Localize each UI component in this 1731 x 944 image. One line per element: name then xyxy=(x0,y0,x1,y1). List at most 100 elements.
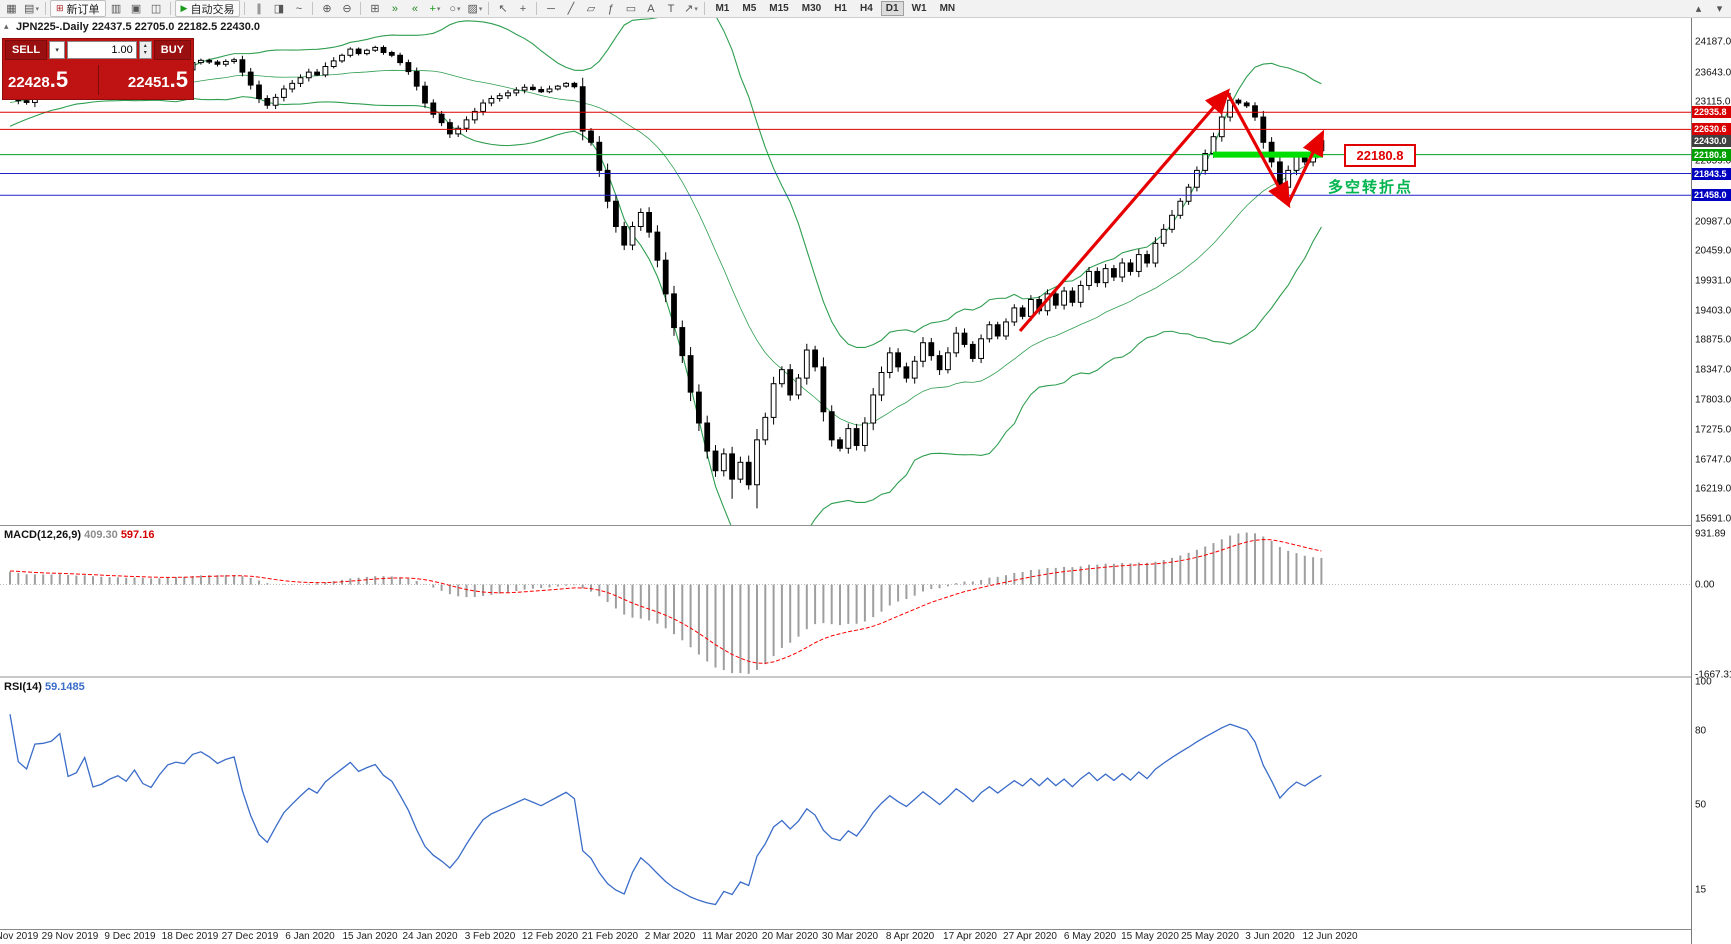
indicators-icon[interactable]: + ▾ xyxy=(429,2,441,15)
price-tick: 24187.0 xyxy=(1695,36,1731,48)
auto-scroll-icon[interactable]: » xyxy=(391,2,399,15)
templates-dropdown-icon[interactable]: ▾ xyxy=(478,5,483,13)
order-type-dropdown-icon[interactable]: ▾ xyxy=(49,41,66,59)
new-chart-icon[interactable]: ▦ xyxy=(6,3,17,15)
indicators-dropdown-icon[interactable]: ▾ xyxy=(436,5,441,13)
lot-size-input[interactable]: 1.00 xyxy=(67,41,137,59)
zoom-in-icon[interactable]: ⊕ xyxy=(322,3,332,15)
date-tick: 17 Apr 2020 xyxy=(943,931,997,942)
lot-stepper-up-icon[interactable]: ▴ xyxy=(143,43,147,49)
trend-arrow xyxy=(1018,88,1231,333)
toolbar-overflow-icon[interactable]: ▾ xyxy=(1716,3,1723,15)
timeframe-mn-button[interactable]: MN xyxy=(939,3,956,14)
toolbar-up-icon[interactable]: ▴ xyxy=(1695,3,1702,15)
zoom-out-icon[interactable]: ⊖ xyxy=(342,3,352,15)
tile-windows-icon[interactable]: ⊞ xyxy=(370,3,380,15)
price-tick: 16219.0 xyxy=(1695,483,1731,495)
timeframe-h4-button[interactable]: H4 xyxy=(859,3,873,14)
macd-tick: 0.00 xyxy=(1695,579,1715,591)
date-tick: 12 Jun 2020 xyxy=(1302,931,1358,942)
fibonacci-tool-icon[interactable]: ƒ xyxy=(607,2,615,15)
trendline-tool-icon[interactable]: ╱ xyxy=(567,3,575,15)
toolbar-separator xyxy=(169,2,171,15)
new-order-icon: ⊞ xyxy=(56,3,64,13)
text-tool-icon[interactable]: A xyxy=(647,2,655,15)
price-axis: 24187.0 23643.0 23115.0 22059.0 20987.0 20459… xyxy=(1691,0,1731,944)
periods-dropdown-icon[interactable]: ▾ xyxy=(457,5,461,13)
periods-icon[interactable]: ○ ▾ xyxy=(449,2,461,15)
macd-tick: 931.89 xyxy=(1695,528,1726,540)
sell-price[interactable]: 22428.5 xyxy=(8,67,69,92)
toolbar-separator xyxy=(488,2,490,15)
price-badge: 22180.8 xyxy=(1692,148,1731,161)
timeframe-h1-button[interactable]: H1 xyxy=(834,3,847,14)
timeframe-m1-button[interactable]: M1 xyxy=(715,3,730,14)
candlestick-chart-icon[interactable]: ◨ xyxy=(273,3,285,15)
rsi-line xyxy=(9,714,1322,906)
one-click-collapse-icon[interactable]: ▴ xyxy=(4,21,9,31)
new-order-button[interactable]: ⊞ 新订单 xyxy=(50,0,106,17)
chart-canvas[interactable] xyxy=(0,0,1691,929)
buy-button[interactable]: BUY xyxy=(153,40,191,60)
market-watch-icon[interactable]: ▥ xyxy=(110,3,122,15)
timeframe-d1-button[interactable]: D1 xyxy=(880,1,904,16)
price-tick: 23643.0 xyxy=(1695,67,1731,79)
price-annotation-box: 22180.8 xyxy=(1344,144,1416,167)
toolbar-separator xyxy=(244,2,246,15)
crosshair-icon[interactable]: + xyxy=(519,2,527,15)
timeframe-m30-button[interactable]: M30 xyxy=(801,3,822,14)
new-order-button-label: 新订单 xyxy=(66,3,100,16)
timeframe-w1-button[interactable]: W1 xyxy=(911,3,927,14)
lot-stepper-down-icon[interactable]: ▾ xyxy=(143,50,147,56)
toolbar-right-group: ▴ ▾ xyxy=(1689,1,1729,16)
price-tick: 20987.0 xyxy=(1695,216,1731,228)
chart-annotations xyxy=(1018,88,1325,333)
timeframe-m5-button[interactable]: M5 xyxy=(742,3,757,14)
channel-tool-icon[interactable]: ▱ xyxy=(586,3,596,15)
data-window-icon[interactable]: ▣ xyxy=(130,3,142,15)
text-label-tool-icon[interactable]: T xyxy=(667,2,675,15)
price-tick: 17803.0 xyxy=(1695,394,1731,406)
rsi-tick: 80 xyxy=(1695,725,1707,737)
timeframe-m15-button[interactable]: M15 xyxy=(769,3,789,14)
macd-panel-layer xyxy=(0,532,1691,674)
sell-button[interactable]: SELL xyxy=(5,40,48,60)
one-click-prices-row: 22428.5 22451.5 xyxy=(3,61,193,99)
symbol-ohlc-info: JPN225-.Daily 22437.5 22705.0 22182.5 22… xyxy=(16,21,261,33)
chart-shift-icon[interactable]: « xyxy=(411,2,419,15)
date-tick: 20 Mar 2020 xyxy=(761,931,819,942)
toolbar: ▦ ▤ ▾ ⊞ 新订单 ▥ ▣ ◫ ▶ 自动交易 ∥ ◨ ~ ⊕ ⊖ ⊞» «+ ▾ ○ ▾ ▨ ▾ ↖ + ─ ╱ ▱ ƒ ▭ A T ↗ ▾… xyxy=(0,0,1731,18)
profiles-icon[interactable]: ▤ ▾ xyxy=(24,3,39,15)
bar-chart-icon[interactable]: ∥ xyxy=(256,3,262,15)
toolbar-separator xyxy=(536,2,538,15)
date-tick: 2 Mar 2020 xyxy=(644,931,696,942)
templates-icon[interactable]: ▨ ▾ xyxy=(467,3,483,15)
date-tick: 15 Jan 2020 xyxy=(342,931,398,942)
auto-trading-button[interactable]: ▶ 自动交易 xyxy=(174,0,241,17)
hline-tool-icon[interactable]: ─ xyxy=(547,2,555,15)
date-tick: 3 Feb 2020 xyxy=(464,931,516,942)
shapes-tool-icon[interactable]: ▭ xyxy=(625,3,637,15)
main-chart-layer xyxy=(0,17,1691,525)
line-chart-icon[interactable]: ~ xyxy=(295,2,303,15)
navigator-icon[interactable]: ◫ xyxy=(150,3,162,15)
cursor-icon[interactable]: ↖ xyxy=(498,3,508,15)
lot-stepper[interactable]: ▴ ▾ xyxy=(138,41,152,59)
date-tick: 15 May 2020 xyxy=(1121,931,1179,942)
price-tick: 19931.0 xyxy=(1695,275,1731,287)
arrows-tool-icon[interactable]: ↗ ▾ xyxy=(684,3,698,15)
macd-tick: -1667.31 xyxy=(1695,669,1731,681)
toolbar-left-group: ▦ ▤ ▾ ⊞ 新订单 ▥ ▣ ◫ ▶ 自动交易 ∥ ◨ ~ ⊕ ⊖ ⊞» «+ ▾ ○ ▾ ▨ ▾ ↖ + ─ ╱ ▱ ƒ ▭ A T ↗ ▾… xyxy=(2,0,1688,17)
toolbar-separator xyxy=(45,2,46,15)
arrows-tool-dropdown-icon[interactable]: ▾ xyxy=(694,5,698,13)
price-tick: 18875.0 xyxy=(1695,334,1731,346)
buy-price[interactable]: 22451.5 xyxy=(127,67,188,92)
candlestick-series xyxy=(7,45,1325,509)
price-badge: 21843.5 xyxy=(1692,167,1731,180)
date-tick: 8 Apr 2020 xyxy=(885,931,935,942)
price-badge: 22430.0 xyxy=(1692,134,1731,147)
rsi-indicator-label: RSI(14) 59.1485 xyxy=(4,681,85,693)
price-tick: 18347.0 xyxy=(1695,364,1731,376)
profiles-dropdown-icon[interactable]: ▾ xyxy=(35,5,39,13)
